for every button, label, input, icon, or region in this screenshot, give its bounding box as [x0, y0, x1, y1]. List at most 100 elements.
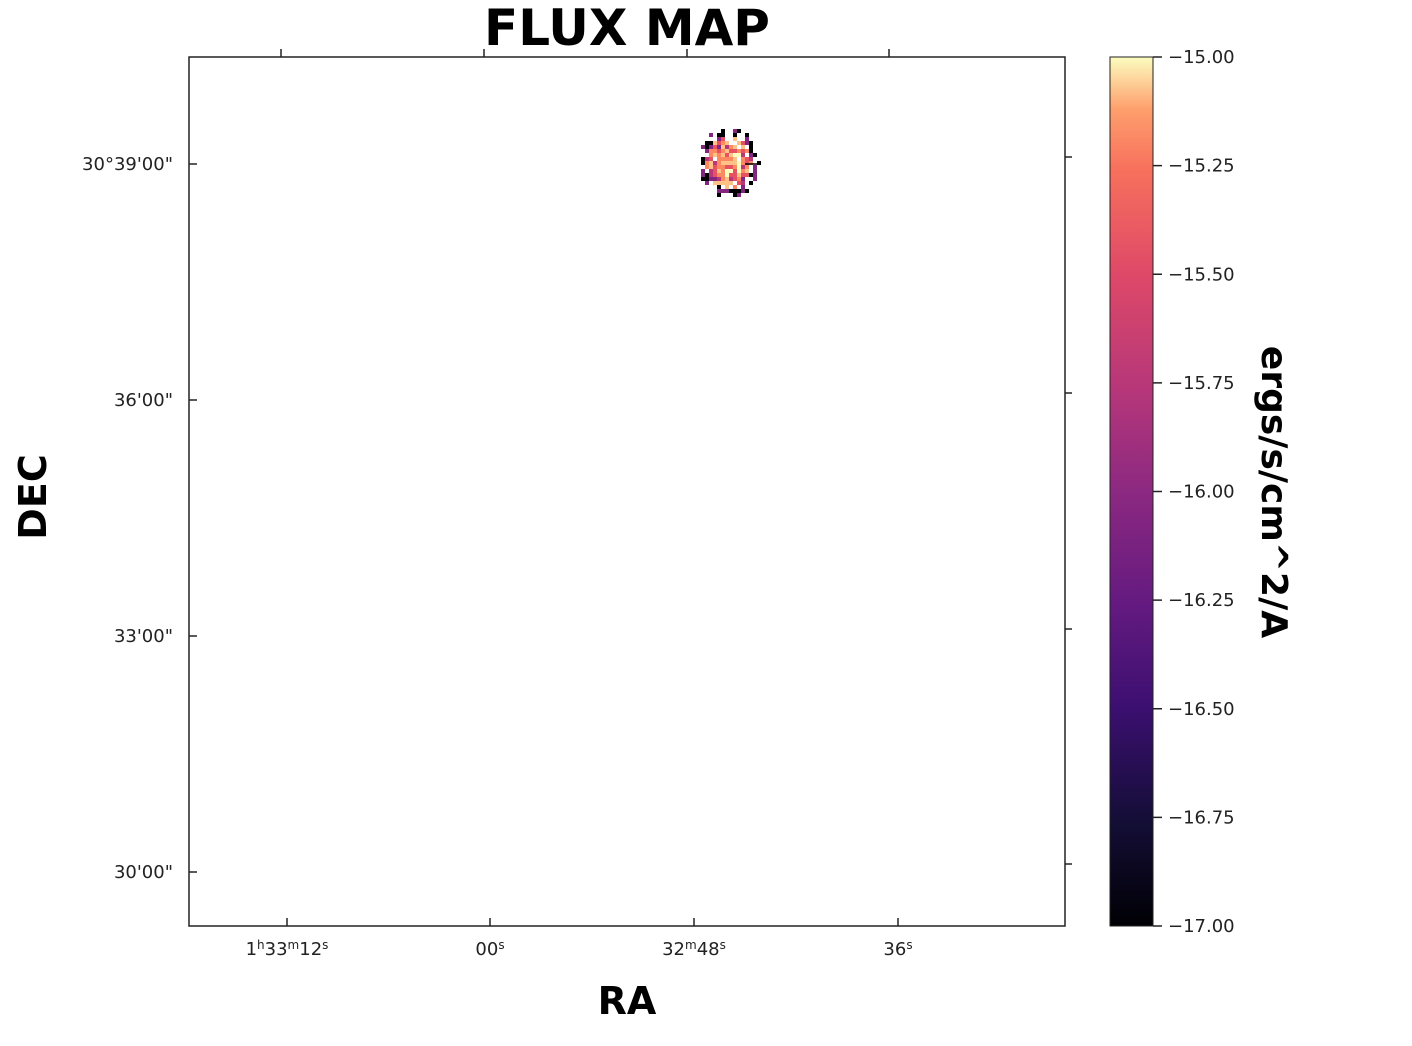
flux-pixel [717, 181, 721, 185]
y-tick-label: 36'00" [114, 390, 173, 411]
flux-pixel [737, 189, 741, 193]
flux-pixel [725, 177, 729, 181]
y-axis-ticks: 30°39'00" 36'00" 33'00" 30'00" [82, 154, 197, 883]
flux-pixel [725, 153, 729, 157]
flux-pixel [745, 169, 749, 173]
flux-pixel [713, 141, 717, 145]
flux-pixel [713, 181, 717, 185]
flux-pixel [701, 177, 705, 181]
flux-pixel [749, 173, 753, 177]
flux-pixel [701, 161, 705, 165]
colorbar-tick-label: −15.75 [1168, 373, 1235, 394]
flux-pixel [745, 189, 749, 193]
colorbar-tick-label: −16.25 [1168, 590, 1235, 611]
colorbar-ticks: −15.00 −15.25 −15.50 −15.75 −16.00 −16.25 −16.… [1153, 47, 1235, 937]
flux-pixel [753, 173, 757, 177]
flux-pixel [725, 181, 729, 185]
flux-pixel [717, 145, 721, 149]
colorbar-tick-label: −15.25 [1168, 156, 1235, 177]
flux-pixel [713, 161, 717, 165]
flux-pixel [729, 161, 733, 165]
flux-pixel [721, 161, 725, 165]
flux-pixel [729, 181, 733, 185]
flux-pixel [745, 173, 749, 177]
flux-pixel [717, 173, 721, 177]
flux-pixel [721, 153, 725, 157]
flux-pixel [741, 145, 745, 149]
flux-pixel [741, 177, 745, 181]
colorbar-tick-label: −16.00 [1168, 482, 1235, 503]
flux-pixel [753, 169, 757, 173]
flux-pixel [717, 153, 721, 157]
flux-pixel [741, 161, 745, 165]
flux-pixel [741, 169, 745, 173]
flux-pixel [753, 153, 757, 157]
flux-pixel [737, 149, 741, 153]
flux-pixel [729, 157, 733, 161]
flux-pixel [709, 157, 713, 161]
flux-pixel [733, 189, 737, 193]
flux-pixel [737, 193, 741, 197]
flux-pixel [721, 145, 725, 149]
flux-pixel [741, 181, 745, 185]
flux-pixel [721, 169, 725, 173]
flux-pixel [713, 149, 717, 153]
flux-pixel [709, 161, 713, 165]
flux-pixel [717, 161, 721, 165]
flux-pixel [737, 161, 741, 165]
flux-pixel [721, 141, 725, 145]
colorbar-label: ergs/s/cm^2/A [1253, 346, 1294, 638]
flux-pixel [713, 173, 717, 177]
flux-pixel [733, 149, 737, 153]
flux-pixel [717, 177, 721, 181]
flux-pixel [713, 153, 717, 157]
flux-pixel [729, 145, 733, 149]
flux-pixel [733, 145, 737, 149]
flux-pixel [725, 173, 729, 177]
flux-pixel [729, 177, 733, 181]
flux-pixel [721, 181, 725, 185]
flux-pixel [725, 165, 729, 169]
y-tick-label: 30°39'00" [82, 154, 173, 175]
flux-pixel [737, 169, 741, 173]
flux-pixel [733, 133, 737, 137]
flux-pixel [733, 169, 737, 173]
flux-pixel [705, 177, 709, 181]
flux-pixel [713, 169, 717, 173]
plot-area [188, 56, 1066, 927]
flux-pixel [717, 157, 721, 161]
flux-pixel [717, 169, 721, 173]
flux-pixel [737, 181, 741, 185]
flux-pixel [733, 185, 737, 189]
flux-pixel [745, 149, 749, 153]
flux-pixel [757, 161, 761, 165]
chart-title: FLUX MAP [484, 0, 770, 57]
flux-pixel [737, 173, 741, 177]
flux-pixel [729, 165, 733, 169]
flux-pixel [701, 157, 705, 161]
flux-pixel [705, 165, 709, 169]
flux-pixel [749, 153, 753, 157]
x-tick-label: 1h33m12s [246, 938, 329, 960]
flux-pixel [749, 145, 753, 149]
flux-pixel [717, 133, 721, 137]
flux-pixel [725, 141, 729, 145]
colorbar-tick-label: −17.00 [1168, 916, 1235, 937]
flux-pixel [721, 177, 725, 181]
flux-pixel [737, 165, 741, 169]
flux-pixel [709, 141, 713, 145]
flux-pixel [725, 145, 729, 149]
flux-pixel [749, 141, 753, 145]
flux-pixel [701, 169, 705, 173]
flux-pixel [729, 189, 733, 193]
flux-pixel [753, 165, 757, 169]
flux-pixel [745, 165, 749, 169]
flux-pixel [717, 185, 721, 189]
flux-pixel [729, 173, 733, 177]
flux-pixel [721, 173, 725, 177]
flux-pixel [705, 145, 709, 149]
flux-pixel [733, 161, 737, 165]
flux-pixel [745, 133, 749, 137]
flux-pixel [709, 133, 713, 137]
